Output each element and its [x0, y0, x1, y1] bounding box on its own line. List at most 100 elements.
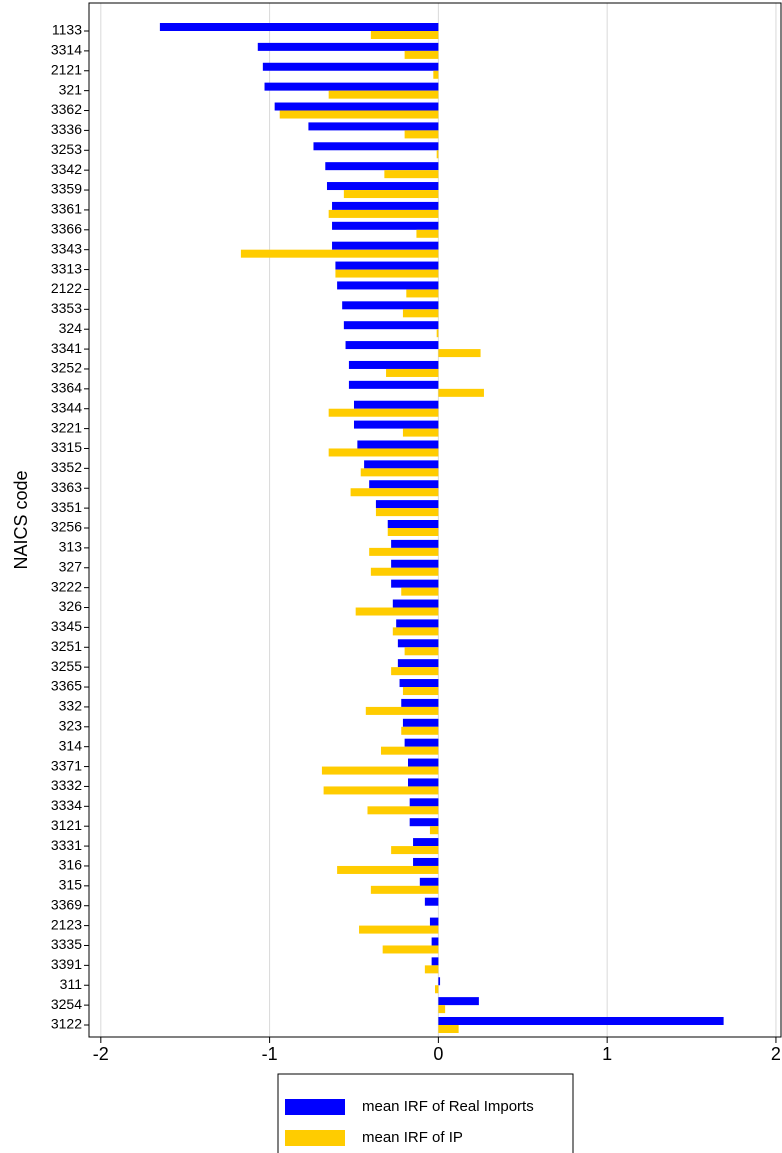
bar: [364, 460, 439, 469]
y-tick-label: 3335: [51, 936, 82, 952]
bar: [435, 985, 439, 994]
bar: [353, 420, 439, 429]
bar: [387, 520, 439, 528]
bar: [401, 726, 439, 735]
bar: [332, 201, 439, 210]
bar: [335, 261, 439, 270]
bar: [392, 599, 439, 608]
legend: mean IRF of Real Imports mean IRF of IP: [277, 1073, 574, 1153]
bar: [348, 380, 439, 389]
bar: [391, 559, 439, 568]
y-tick-label: 3252: [51, 360, 82, 376]
bar: [328, 448, 439, 457]
y-tick-label: 332: [59, 698, 83, 714]
bar: [399, 679, 439, 688]
bar: [429, 826, 439, 835]
y-tick-label: 3331: [51, 837, 82, 853]
bar: [370, 885, 439, 894]
y-tick-label: 2123: [51, 916, 82, 932]
bar: [438, 349, 481, 358]
x-tick-label: -1: [262, 1044, 278, 1064]
x-tick-label: 2: [771, 1044, 781, 1064]
bar: [382, 945, 439, 954]
y-tick-label: 3352: [51, 459, 82, 475]
bar: [360, 468, 439, 477]
y-tick-label: 3342: [51, 161, 82, 177]
bar: [407, 778, 439, 787]
plot-frame: [88, 2, 782, 1038]
y-tick-label: 3314: [51, 42, 82, 58]
y-tick-label: 3254: [51, 996, 82, 1012]
bar: [406, 289, 439, 298]
bar: [257, 42, 439, 51]
legend-swatch: [285, 1130, 345, 1146]
bar: [438, 1017, 724, 1025]
y-tick-label: 314: [59, 737, 83, 753]
bar: [369, 547, 439, 556]
bar: [384, 170, 439, 179]
y-tick-label: 3359: [51, 181, 82, 197]
x-tick-label: 0: [433, 1044, 443, 1064]
bar: [387, 528, 439, 536]
bar: [335, 269, 439, 278]
bar: [159, 23, 439, 31]
y-tick-label: 3315: [51, 439, 82, 455]
y-tick-label: 3366: [51, 221, 82, 237]
bar: [325, 162, 439, 171]
y-tick-label: 3336: [51, 121, 82, 137]
bar: [321, 766, 439, 775]
bar: [350, 488, 439, 497]
y-tick-label: 321: [59, 81, 83, 97]
legend-label: mean IRF of IP: [362, 1129, 463, 1146]
y-tick-label: 3222: [51, 578, 82, 594]
bar: [332, 221, 439, 230]
bar: [365, 706, 439, 715]
bar: [353, 400, 439, 409]
y-tick-label: 3341: [51, 340, 82, 356]
bar: [438, 977, 441, 986]
bar: [279, 110, 439, 119]
x-tick-label: -2: [93, 1044, 109, 1064]
y-tick-label: 2122: [51, 280, 82, 296]
bar: [337, 281, 439, 290]
bar: [386, 368, 439, 377]
y-tick-label: 324: [59, 320, 83, 336]
bar: [391, 846, 439, 855]
bar: [337, 865, 439, 874]
bar: [355, 607, 439, 616]
bar: [328, 90, 439, 99]
bar: [391, 579, 439, 588]
bar: [359, 925, 439, 934]
bar: [370, 567, 439, 576]
y-tick-label: 3371: [51, 757, 82, 773]
y-tick-label: 323: [59, 718, 83, 734]
y-tick-label: 3363: [51, 479, 82, 495]
bar: [375, 508, 439, 517]
bar: [370, 31, 439, 39]
bar: [404, 738, 439, 747]
y-tick-label: 3344: [51, 399, 82, 415]
y-tick-label: 3343: [51, 240, 82, 256]
y-tick-label: 3253: [51, 141, 82, 157]
bar: [424, 897, 439, 906]
bar: [369, 480, 439, 489]
y-tick-label: 3313: [51, 260, 82, 276]
y-tick-label: 311: [60, 976, 83, 992]
bar: [407, 758, 439, 767]
bar: [436, 150, 439, 159]
bar: [404, 647, 439, 656]
y-tick-label: 3251: [51, 638, 82, 654]
bar: [436, 329, 439, 338]
y-tick-label: 3256: [51, 519, 82, 535]
bar: [323, 786, 439, 795]
bar: [342, 301, 439, 310]
bar: [402, 428, 439, 437]
bar: [332, 241, 439, 250]
bar: [392, 627, 439, 636]
x-tick-label: 1: [602, 1044, 612, 1064]
y-tick-label: 3391: [51, 956, 82, 972]
bar: [401, 587, 439, 596]
bar: [380, 746, 439, 755]
y-tick-label: 3334: [51, 797, 82, 813]
bar: [375, 500, 439, 509]
